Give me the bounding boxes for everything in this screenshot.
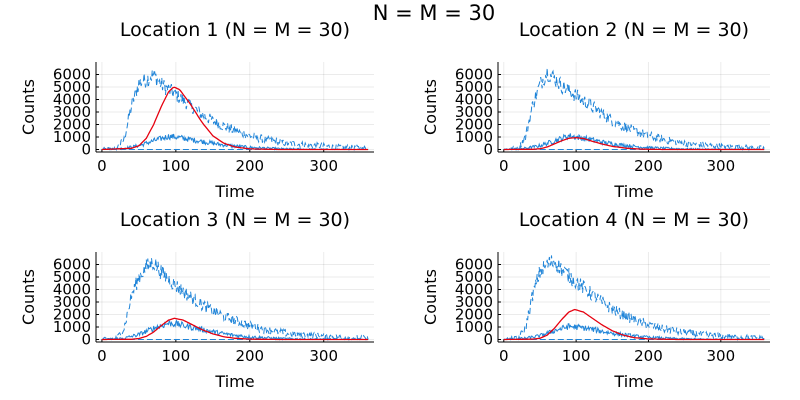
x-tick-label: 0 [499, 157, 509, 175]
y-axis-label: Counts [19, 79, 38, 135]
chart-panel-3: Location 3 (N = M = 30)0 100 200 3000100020… [19, 209, 374, 391]
y-tick-label: 0 [81, 141, 91, 159]
y-tick-label: 5000 [53, 78, 91, 96]
y-tick-label: 2000 [53, 306, 91, 324]
series-line-dashed-blue [101, 258, 369, 342]
x-tick-label: 200 [634, 157, 663, 175]
y-tick-label: 2000 [455, 116, 493, 134]
series-line-solid-red [101, 86, 369, 151]
x-tick-label: 300 [309, 347, 338, 365]
y-tick-label: 6000 [455, 256, 493, 274]
x-tick-label: 0 [97, 157, 107, 175]
x-axis-label: Time [214, 372, 254, 391]
series-line-dashed-blue [101, 69, 369, 152]
series-line-solid-red [503, 308, 765, 341]
series-line-solid-blue [101, 319, 369, 341]
panel-title: Location 3 (N = M = 30) [120, 209, 350, 231]
x-tick-label: 200 [634, 347, 663, 365]
y-tick-label: 1000 [455, 318, 493, 336]
x-tick-label: 100 [162, 347, 191, 365]
panel-title: Location 2 (N = M = 30) [519, 19, 749, 41]
x-tick-label: 0 [499, 347, 509, 365]
y-tick-label: 4000 [53, 91, 91, 109]
y-axis-label: Counts [421, 269, 440, 325]
x-tick-label: 200 [235, 347, 264, 365]
y-tick-label: 3000 [53, 293, 91, 311]
figure-title: N = M = 30 [373, 1, 495, 25]
grid [96, 62, 374, 152]
x-tick-label: 300 [309, 157, 338, 175]
series-line-dashed-blue [503, 255, 765, 342]
y-axis-label: Counts [19, 269, 38, 325]
x-tick-label: 0 [97, 347, 107, 365]
x-tick-label: 300 [706, 157, 735, 175]
x-tick-label: 300 [706, 347, 735, 365]
y-tick-label: 0 [81, 331, 91, 349]
chart-panel-4: Location 4 (N = M = 30)0 100 200 3000100020… [421, 209, 770, 391]
y-tick-label: 4000 [455, 281, 493, 299]
x-tick-label: 100 [562, 347, 591, 365]
y-tick-label: 2000 [455, 306, 493, 324]
y-tick-label: 6000 [53, 256, 91, 274]
y-tick-label: 4000 [455, 91, 493, 109]
y-tick-label: 5000 [455, 78, 493, 96]
y-tick-label: 3000 [53, 103, 91, 121]
x-tick-label: 100 [562, 157, 591, 175]
y-tick-label: 2000 [53, 116, 91, 134]
grid [498, 252, 770, 342]
chart-panel-1: Location 1 (N = M = 30)0 100 200 3000100020… [19, 19, 374, 201]
y-tick-label: 4000 [53, 281, 91, 299]
chart-panel-2: Location 2 (N = M = 30)0 100 200 3000100020… [421, 19, 770, 201]
x-tick-label: 100 [162, 157, 191, 175]
x-axis-label: Time [613, 372, 653, 391]
y-tick-label: 5000 [53, 268, 91, 286]
panel-title: Location 4 (N = M = 30) [519, 209, 749, 231]
y-tick-label: 6000 [455, 66, 493, 84]
series-line-solid-red [503, 136, 765, 151]
grid [96, 252, 374, 342]
y-tick-label: 1000 [53, 318, 91, 336]
y-tick-label: 3000 [455, 293, 493, 311]
y-tick-label: 0 [483, 141, 493, 159]
panel-title: Location 1 (N = M = 30) [120, 19, 350, 41]
series-line-dashed-blue [503, 68, 765, 152]
y-tick-label: 1000 [455, 128, 493, 146]
y-axis-label: Counts [421, 79, 440, 135]
y-tick-label: 3000 [455, 103, 493, 121]
y-tick-label: 6000 [53, 66, 91, 84]
y-tick-label: 1000 [53, 128, 91, 146]
grid [498, 62, 770, 152]
y-tick-label: 5000 [455, 268, 493, 286]
x-tick-label: 200 [235, 157, 264, 175]
x-axis-label: Time [214, 182, 254, 201]
y-tick-label: 0 [483, 331, 493, 349]
x-axis-label: Time [613, 182, 653, 201]
series-line-solid-red [101, 317, 369, 341]
